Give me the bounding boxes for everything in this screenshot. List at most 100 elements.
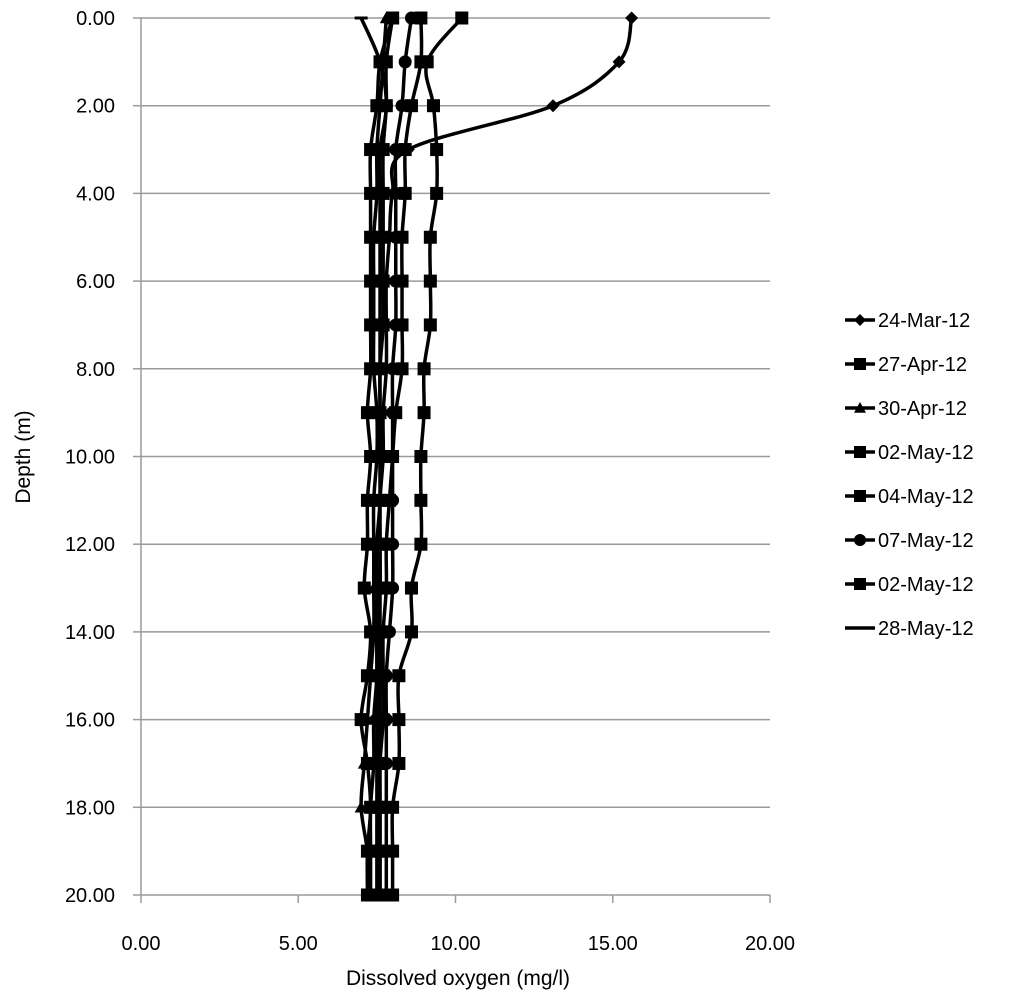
legend-item: 02-May-12 (845, 574, 974, 596)
y-tick-labels: 0.00 2.00 4.00 6.00 8.00 10.00 12.00 14.00 16.00… (65, 8, 115, 907)
data-point (455, 11, 469, 25)
y-tick-label: 6.00 (76, 271, 115, 293)
data-point (389, 406, 403, 420)
legend-label: 07-May-12 (878, 530, 974, 552)
axes (133, 17, 771, 903)
y-tick-label: 0.00 (76, 8, 115, 30)
x-axis-label: Dissolved oxygen (mg/l) (346, 967, 570, 990)
y-tick-label: 4.00 (76, 183, 115, 205)
legend-label: 30-Apr-12 (878, 398, 967, 420)
data-point (854, 314, 866, 326)
data-point (423, 318, 437, 332)
data-point (854, 578, 866, 590)
x-tick-label: 0.00 (122, 933, 161, 955)
legend-item: 24-Mar-12 (845, 310, 970, 332)
data-point (360, 844, 374, 858)
y-tick-label: 18.00 (65, 797, 115, 819)
x-tick-label: 5.00 (279, 933, 318, 955)
data-point (370, 99, 384, 113)
legend: 24-Mar-12 27-Apr-12 30-Apr-12 02-May-12 04-M… (845, 310, 974, 640)
series-6 (373, 11, 428, 902)
data-point (854, 534, 866, 546)
data-point (404, 581, 418, 595)
data-point (398, 186, 412, 200)
data-point (395, 230, 409, 244)
data-point (364, 274, 378, 288)
data-point (395, 318, 409, 332)
data-point (373, 367, 387, 371)
data-point (423, 230, 437, 244)
legend-label: 27-Apr-12 (878, 354, 967, 376)
data-point (414, 55, 428, 69)
data-point (373, 235, 387, 239)
data-point (414, 11, 428, 25)
data-point (370, 849, 384, 853)
y-tick-label: 20.00 (65, 885, 115, 907)
data-point (625, 11, 639, 25)
data-point (373, 498, 387, 502)
data-point (370, 674, 384, 678)
data-point (392, 756, 406, 770)
data-point (395, 274, 409, 288)
data-point (370, 893, 384, 897)
data-point (612, 55, 626, 69)
legend-item: 02-May-12 (845, 442, 974, 464)
data-point (373, 455, 387, 458)
y-tick-label: 8.00 (76, 359, 115, 381)
data-point (364, 230, 378, 244)
data-point (373, 323, 387, 327)
data-point (854, 358, 866, 370)
data-point (426, 99, 440, 113)
data-point (373, 411, 387, 415)
data-point (370, 805, 384, 809)
series-7 (354, 16, 393, 897)
plot-area (354, 11, 639, 902)
data-point (364, 450, 378, 463)
data-point (386, 11, 400, 25)
data-point (854, 402, 866, 413)
x-tick-label: 15.00 (588, 933, 638, 955)
legend-item: 04-May-12 (845, 486, 974, 508)
data-point (382, 493, 396, 507)
data-point (370, 586, 384, 590)
data-point (370, 761, 384, 765)
y-tick-label: 14.00 (65, 622, 115, 644)
legend-label: 24-Mar-12 (878, 310, 970, 332)
data-point (360, 756, 374, 770)
data-point (430, 186, 444, 200)
data-point (379, 581, 393, 595)
y-tick-label: 10.00 (65, 447, 115, 469)
data-point (370, 630, 384, 634)
data-point (373, 279, 387, 283)
y-tick-label: 12.00 (65, 534, 115, 556)
data-point (379, 104, 393, 108)
legend-label: 28-May-12 (878, 618, 974, 640)
data-point (404, 625, 418, 639)
data-point (364, 143, 378, 157)
data-point (364, 318, 378, 332)
data-point (360, 537, 374, 551)
data-point (354, 713, 368, 727)
data-point (360, 493, 374, 507)
data-point (357, 581, 371, 595)
legend-item: 28-May-12 (845, 618, 974, 640)
legend-item: 07-May-12 (845, 530, 974, 552)
data-point (373, 60, 387, 64)
data-point (360, 406, 374, 420)
data-point (430, 143, 444, 157)
x-tick-label: 10.00 (430, 933, 480, 955)
legend-label: 04-May-12 (878, 486, 974, 508)
data-point (386, 450, 400, 463)
data-point (392, 713, 406, 727)
data-point (546, 99, 560, 113)
data-point (395, 362, 409, 376)
data-point (854, 490, 866, 502)
data-point (404, 99, 418, 113)
legend-label: 02-May-12 (878, 574, 974, 596)
data-point (370, 542, 384, 546)
data-point (360, 888, 374, 902)
data-point (379, 537, 393, 551)
data-point (417, 362, 431, 376)
data-point (373, 148, 387, 152)
